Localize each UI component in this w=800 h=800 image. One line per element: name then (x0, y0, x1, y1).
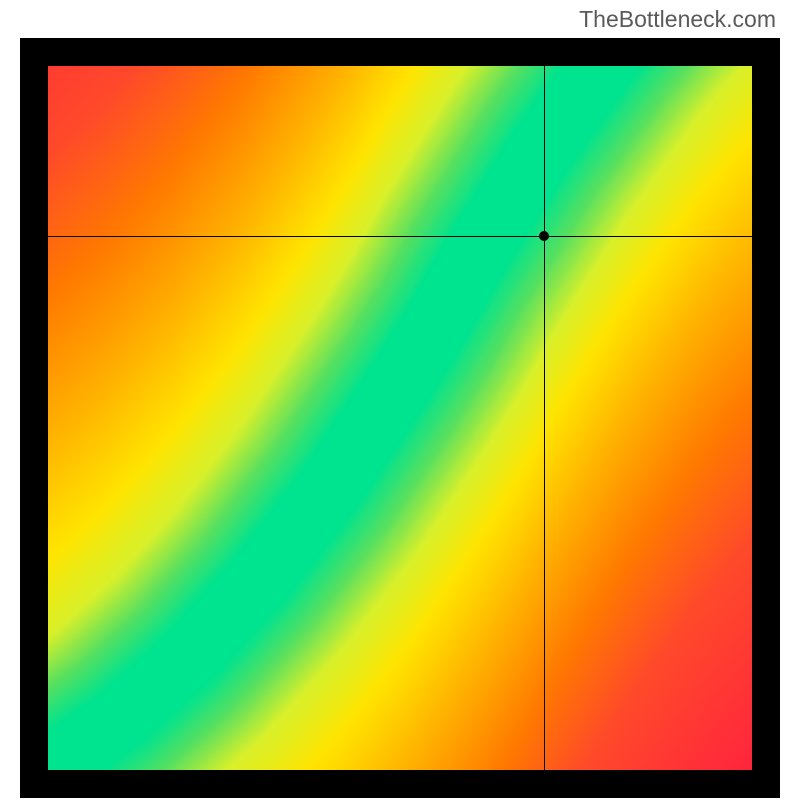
watermark-text: TheBottleneck.com (579, 6, 776, 33)
crosshair-marker (539, 231, 549, 241)
plot-frame (20, 38, 780, 798)
heatmap-canvas (48, 66, 752, 770)
crosshair-horizontal (48, 236, 752, 237)
heatmap-plot (48, 66, 752, 770)
crosshair-vertical (544, 66, 545, 770)
chart-container: TheBottleneck.com (0, 0, 800, 800)
